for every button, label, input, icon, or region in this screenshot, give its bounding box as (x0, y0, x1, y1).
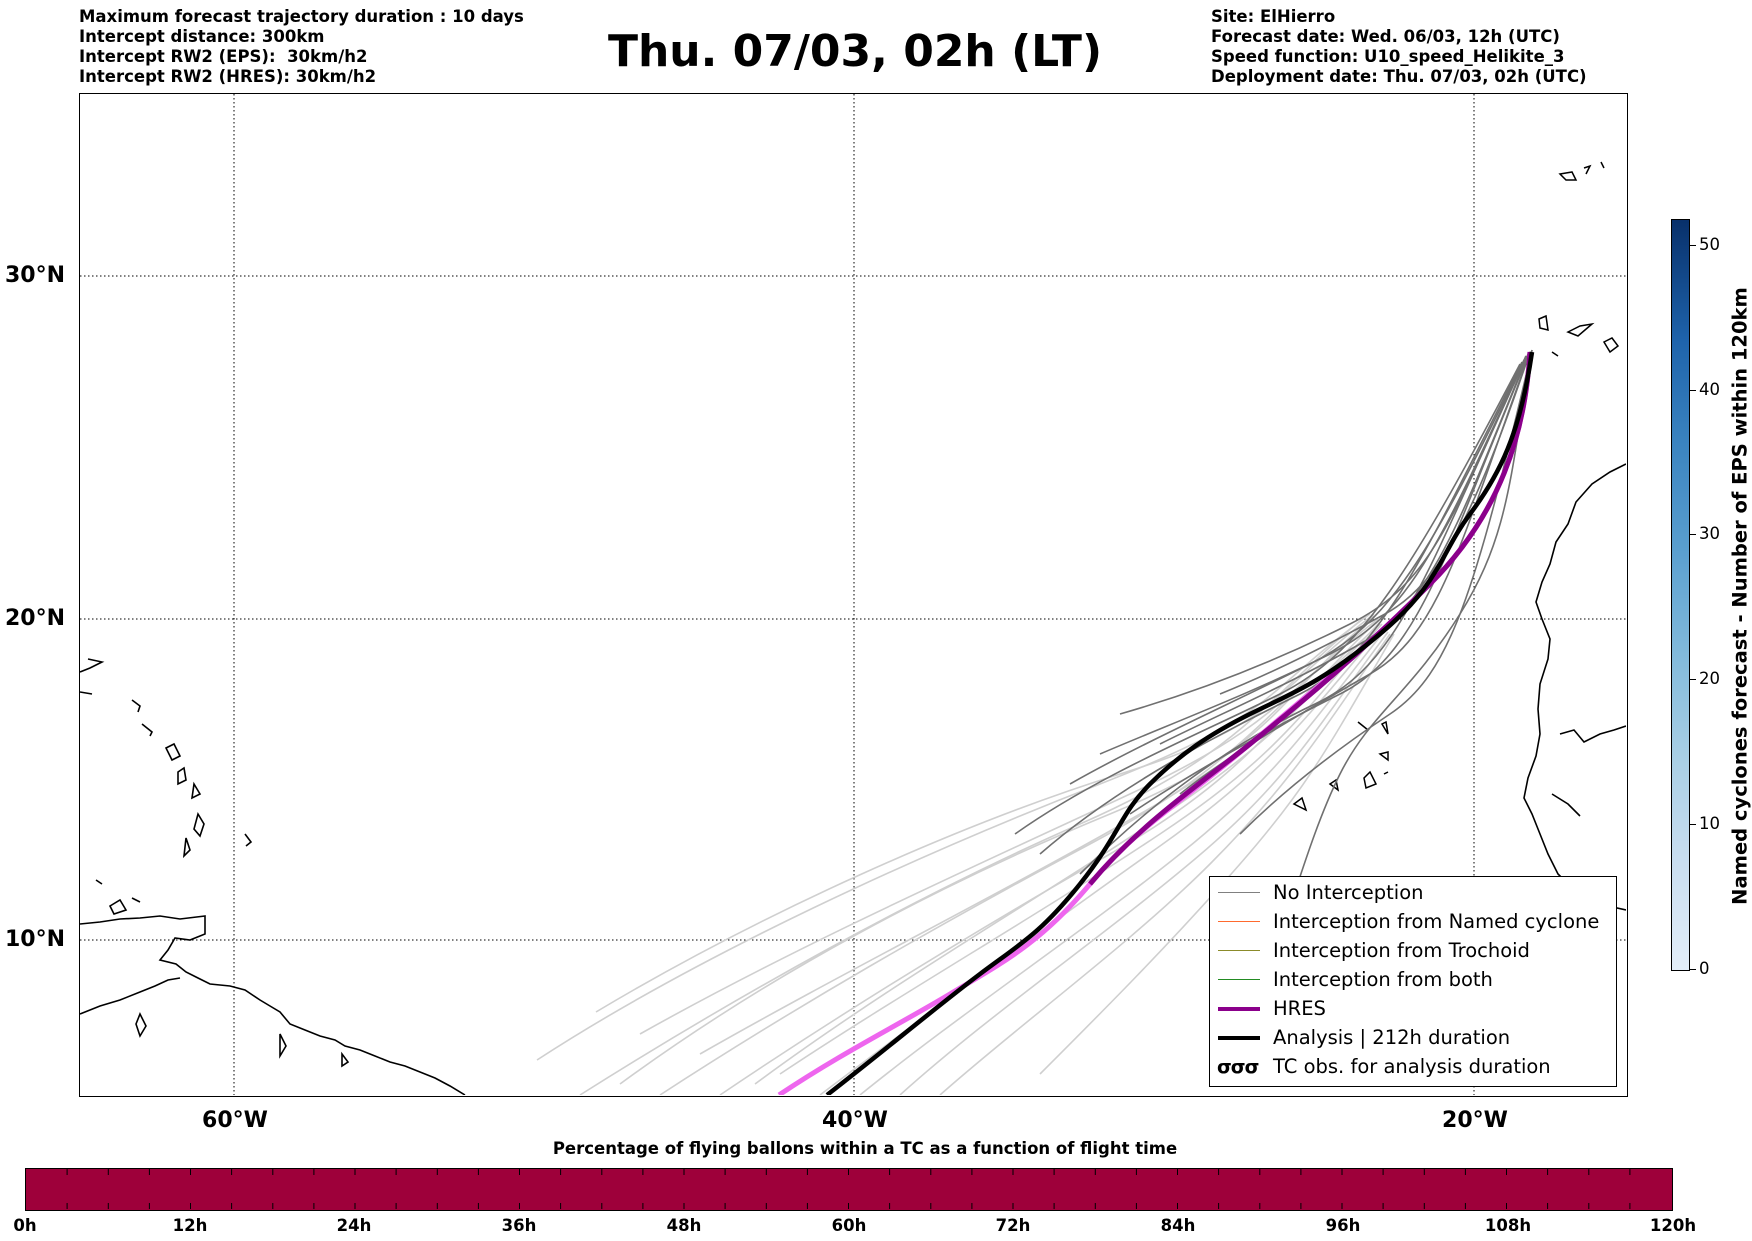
hres-trajectory (777, 351, 1533, 1095)
timeline-label-36h: 36h (501, 1216, 537, 1235)
islands (1292, 161, 1620, 812)
info-intercept-distance: Intercept distance: 300km (79, 27, 325, 46)
timeline-label-24h: 24h (336, 1216, 372, 1235)
colorbar-tick (1690, 390, 1696, 391)
lon-label-60w: 60°W (202, 1108, 268, 1133)
colorbar-label-0: 0 (1699, 959, 1710, 978)
legend-item-hres: HRES (1210, 995, 1616, 1024)
analysis-trajectory (825, 351, 1535, 1095)
legend-item-analysis: Analysis | 212h duration (1210, 1024, 1616, 1053)
legend-line-gray (1218, 892, 1260, 893)
map-canvas (80, 94, 1626, 1095)
lon-label-20w: 20°W (1442, 1108, 1508, 1133)
timeline-title: Percentage of flying ballons within a TC… (552, 1139, 1178, 1158)
colorbar-tick (1690, 245, 1696, 246)
legend-item-tc-obs: σσσ TC obs. for analysis duration (1217, 1055, 1551, 1078)
colorbar-tick (1690, 969, 1696, 970)
colorbar-tick (1690, 534, 1696, 535)
colorbar-tick (1690, 679, 1696, 680)
timeline-label-48h: 48h (666, 1216, 702, 1235)
timeline-label-60h: 60h (831, 1216, 867, 1235)
timeline-label-108h: 108h (1484, 1216, 1532, 1235)
lat-label-30n: 30°N (4, 263, 65, 288)
info-site: Site: ElHierro (1211, 7, 1336, 26)
colorbar-title: Named cyclones forecast - Number of EPS … (1728, 287, 1752, 905)
forecast-parameters: Maximum forecast trajectory duration : 1… (79, 7, 524, 87)
legend-line-black (1218, 1036, 1260, 1040)
timeline-label-96h: 96h (1325, 1216, 1361, 1235)
legend-item-both: Interception from both (1210, 966, 1616, 995)
colorbar (1671, 219, 1690, 971)
info-deployment-date: Deployment date: Thu. 07/03, 02h (UTC) (1211, 67, 1587, 86)
info-intercept-eps: Intercept RW2 (EPS): 30km/h2 (79, 47, 368, 66)
timeline-label-84h: 84h (1160, 1216, 1196, 1235)
timeline-ticks (66, 1169, 1631, 1209)
legend-line-purple (1218, 1007, 1260, 1011)
colorbar-tick (1690, 824, 1696, 825)
lat-label-10n: 10°N (4, 927, 65, 952)
page-title: Thu. 07/03, 02h (LT) (607, 26, 1103, 77)
tc-symbol-icon: σσσ (1217, 1056, 1259, 1078)
lat-label-20n: 20°N (4, 606, 65, 631)
map-legend: No Interception Interception from Named … (1209, 876, 1617, 1087)
colorbar-label-30: 30 (1699, 524, 1720, 543)
legend-item-named-cyclone: Interception from Named cyclone (1210, 908, 1616, 937)
colorbar-label-20: 20 (1699, 669, 1720, 688)
trajectory-map (79, 93, 1628, 1097)
legend-item-no-interception: No Interception (1210, 879, 1616, 908)
coastline-africa (1523, 463, 1626, 911)
colorbar-label-40: 40 (1699, 380, 1720, 399)
info-max-duration: Maximum forecast trajectory duration : 1… (79, 7, 524, 26)
info-intercept-hres: Intercept RW2 (HRES): 30km/h2 (79, 67, 377, 86)
legend-line-green (1218, 979, 1260, 980)
timeline-bar (25, 1168, 1673, 1211)
timeline-label-72h: 72h (995, 1216, 1031, 1235)
lon-label-40w: 40°W (822, 1108, 888, 1133)
timeline-label-12h: 12h (172, 1216, 208, 1235)
timeline-label-120h: 120h (1649, 1216, 1697, 1235)
legend-line-olive (1218, 950, 1260, 951)
colorbar-label-50: 50 (1699, 235, 1720, 254)
site-parameters: Site: ElHierro Forecast date: Wed. 06/03… (1211, 7, 1587, 87)
info-speed-function: Speed function: U10_speed_Helikite_3 (1211, 47, 1565, 66)
timeline-label-0h: 0h (13, 1216, 37, 1235)
legend-line-orange (1218, 921, 1260, 922)
legend-item-trochoid: Interception from Trochoid (1210, 937, 1616, 966)
colorbar-label-10: 10 (1699, 814, 1720, 833)
coastline-caribbean (80, 658, 466, 1095)
info-forecast-date: Forecast date: Wed. 06/03, 12h (UTC) (1211, 27, 1560, 46)
